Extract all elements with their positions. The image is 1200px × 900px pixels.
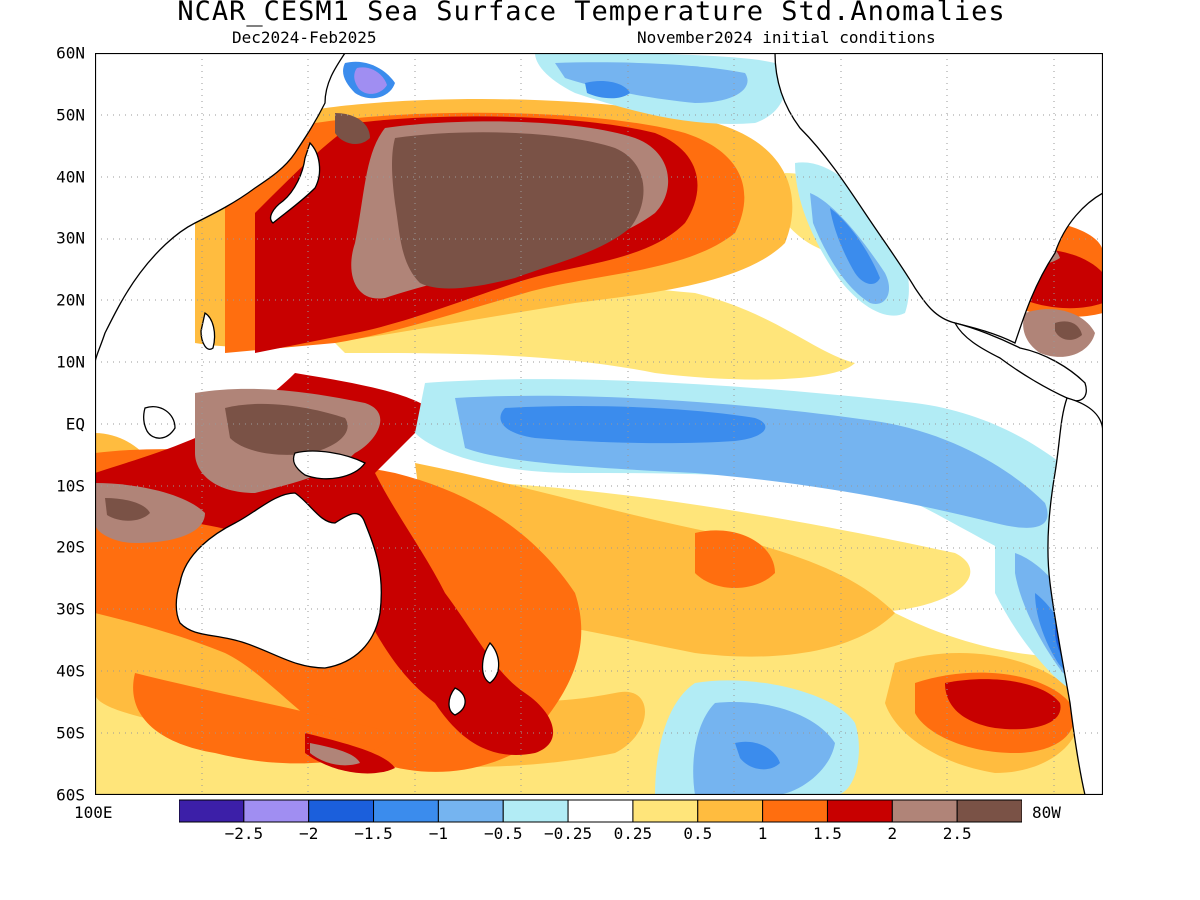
australia-land: [175, 492, 382, 669]
colorbar-tick-label: 2.5: [942, 824, 972, 843]
colorbar-tick-label: 1.5: [813, 824, 842, 843]
colorbar-swatch: [956, 799, 1022, 823]
colorbar: [179, 799, 1022, 823]
warm-anomaly-dark-brown: [105, 113, 1082, 521]
south-america-land: [1047, 397, 1103, 795]
colorbar-tick-label: 1: [757, 824, 768, 843]
sst-anomaly-map: [95, 53, 1103, 795]
colorbar-swatch: [373, 799, 439, 823]
latitude-label: 50N: [56, 105, 85, 125]
colorbar-tick-label: −2: [299, 824, 319, 843]
colorbar-tick-label: 2: [887, 824, 898, 843]
land-masses: [95, 53, 1103, 795]
colorbar-swatch: [697, 799, 764, 823]
latitude-label: 60S: [56, 785, 85, 805]
forecast-period: Dec2024-Feb2025: [232, 28, 377, 47]
new-guinea-land: [292, 450, 366, 480]
asia-land: [95, 53, 346, 364]
colorbar-swatch: [179, 799, 245, 823]
map-frame: [95, 53, 1103, 795]
colorbar-tick-label: −1.5: [354, 824, 393, 843]
map-title: NCAR_CESM1 Sea Surface Temperature Std.A…: [177, 0, 1006, 27]
latitude-label: 60N: [56, 43, 85, 63]
latitude-label: 30N: [56, 228, 85, 248]
colorbar-swatch: [762, 799, 828, 823]
latitude-label: 30S: [56, 599, 85, 619]
colorbar-tick-label: −0.25: [543, 824, 593, 843]
north-america-land: [774, 53, 1103, 344]
graticule: [95, 53, 1103, 795]
philippines-land: [200, 311, 216, 350]
colorbar-swatch: [243, 799, 310, 823]
colorbar-swatch: [502, 799, 569, 823]
central-america-land: [953, 322, 1087, 402]
new-zealand-land: [481, 641, 500, 684]
latitude-label: 40S: [56, 661, 85, 681]
initial-conditions: November2024 initial conditions: [637, 28, 936, 47]
longitude-label-east: 80W: [1032, 803, 1061, 822]
colorbar-tick-label: 0.5: [683, 824, 713, 843]
new-zealand-south-island: [448, 687, 466, 716]
colorbar-tick-label: −2.5: [224, 824, 264, 843]
latitude-label: 40N: [56, 167, 85, 187]
colorbar-tick-label: −0.5: [483, 824, 523, 843]
latitude-label: 20N: [56, 290, 85, 310]
colorbar-swatch: [437, 799, 504, 823]
latitude-label: 10N: [56, 352, 85, 372]
longitude-label-west: 100E: [74, 803, 113, 822]
colorbar-swatch: [826, 799, 893, 823]
borneo-land: [143, 406, 176, 439]
latitude-label: 10S: [56, 476, 85, 496]
latitude-label: EQ: [65, 414, 85, 434]
colorbar-swatch: [632, 799, 699, 823]
colorbar-tick-label: 0.25: [613, 824, 653, 843]
colorbar-tick-label: −1: [428, 824, 449, 843]
cool-anomaly-lavender: [354, 67, 387, 94]
colorbar-swatch: [308, 799, 375, 823]
latitude-label: 20S: [56, 537, 85, 557]
colorbar-swatch: [567, 799, 634, 823]
japan-land: [269, 141, 321, 224]
colorbar-swatch: [891, 799, 958, 823]
latitude-label: 50S: [56, 723, 85, 743]
